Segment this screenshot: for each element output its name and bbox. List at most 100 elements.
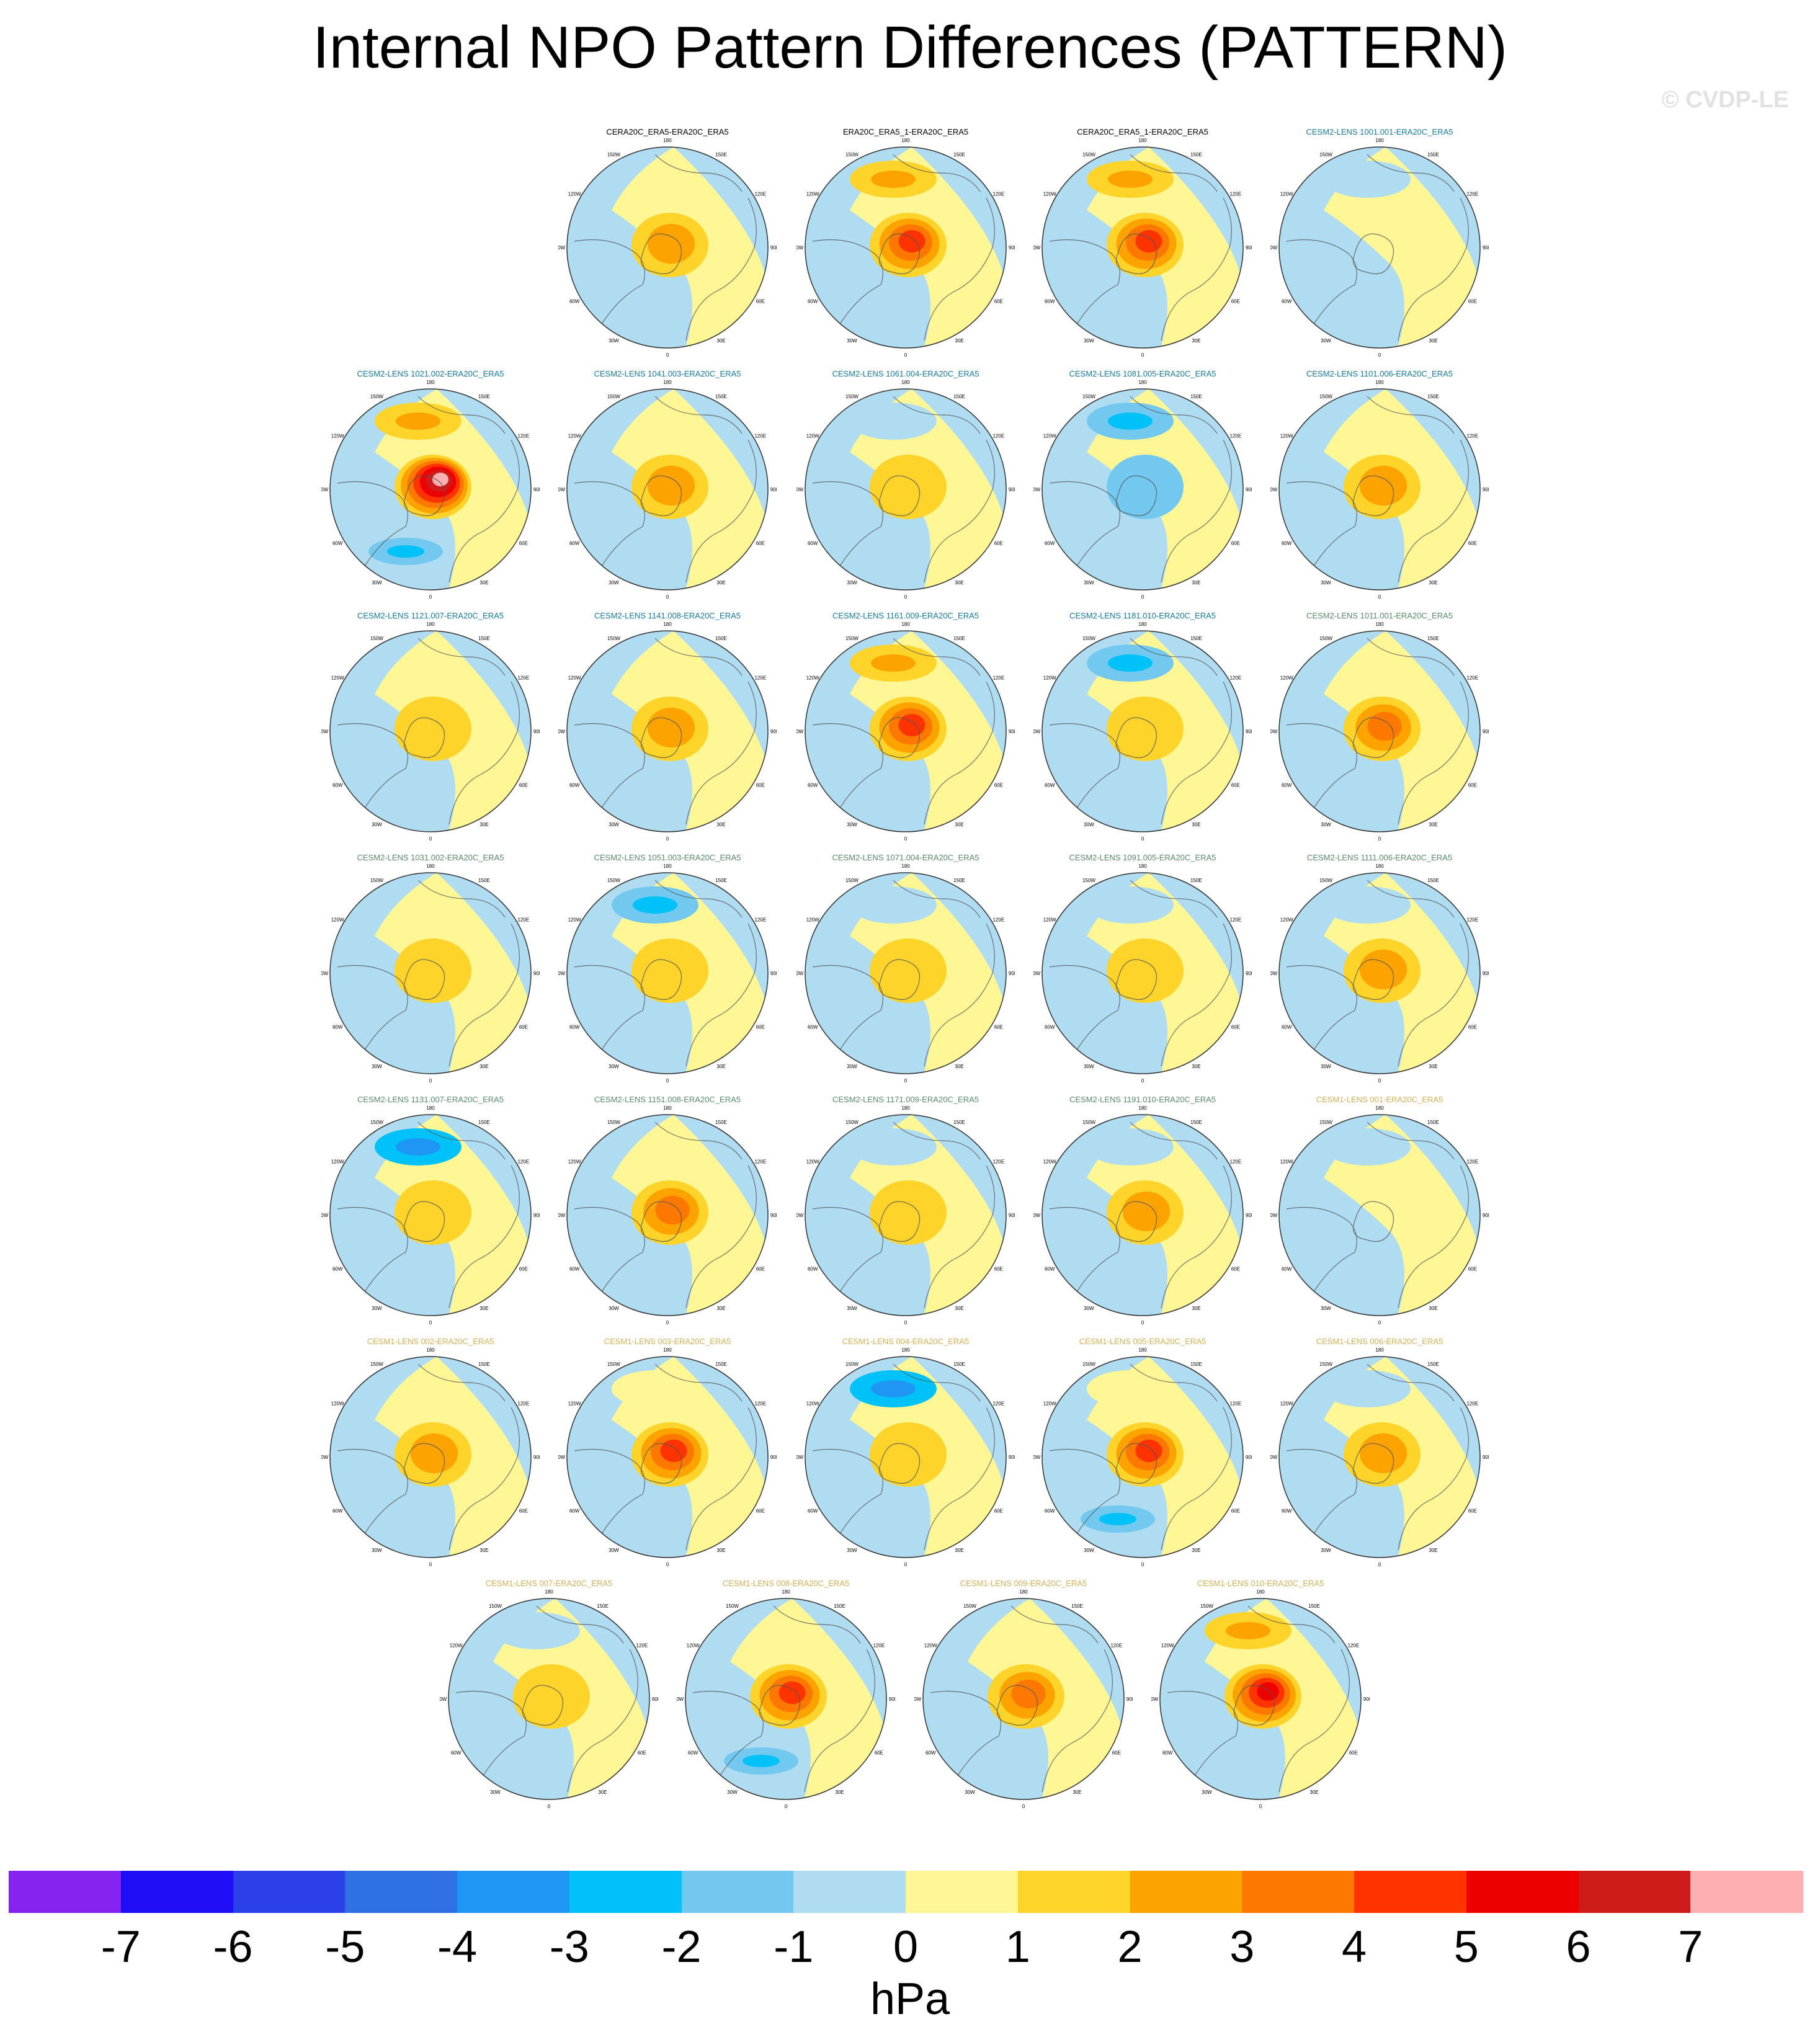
longitude-label: 120W	[1280, 434, 1293, 439]
longitude-label: 0	[548, 1804, 551, 1809]
polar-map: 180 150E 120E 90E 60E 30E 0 30W 60W 90W 120W 150W	[558, 622, 777, 842]
longitude-label: 120W	[568, 1401, 581, 1407]
arctic-anomaly-contour	[660, 1439, 687, 1463]
longitude-label: 90W	[1151, 1696, 1159, 1702]
pacific-anomaly	[850, 886, 937, 924]
longitude-label: 30E	[955, 580, 963, 586]
arctic-anomaly-contour	[1122, 1192, 1171, 1231]
longitude-label: 60E	[756, 1509, 765, 1514]
map-boundary	[566, 1114, 769, 1316]
longitude-label: 60E	[994, 1509, 1003, 1514]
longitude-label: 150W	[1082, 1362, 1095, 1367]
arctic-anomaly-contour	[655, 1195, 690, 1225]
longitude-label: 60W	[1282, 1025, 1292, 1030]
longitude-label: 180	[1375, 1347, 1384, 1353]
longitude-label: 90W	[677, 1696, 684, 1702]
longitude-label: 120E	[517, 675, 529, 681]
map-panel-title: CESM1-LENS 001-ERA20C_ERA5	[1316, 1095, 1443, 1104]
arctic-anomaly-contour	[513, 1664, 590, 1729]
polar-map: 180 150E 120E 90E 60E 30E 0 30W 60W 90W 120W 150W	[321, 863, 540, 1084]
longitude-label: 90W	[558, 245, 566, 251]
longitude-label: 60W	[569, 541, 580, 546]
longitude-label: 120E	[1347, 1643, 1359, 1649]
longitude-label: 30W	[847, 822, 857, 827]
map-panel: CERA20C_ERA5-ERA20C_ERA5 180 150E 120E 90E 60…	[558, 127, 777, 369]
longitude-label: 180	[901, 1105, 910, 1111]
colorbar-tick-label: 0	[893, 1922, 919, 1972]
longitude-label: 180	[1375, 622, 1384, 627]
longitude-label: 180	[1138, 1347, 1147, 1353]
arctic-anomaly-contour	[1367, 711, 1402, 741]
longitude-label: 180	[663, 1105, 672, 1111]
map-panel: CESM2-LENS 1131.007-ERA20C_ERA5 180 150E 12…	[321, 1095, 540, 1337]
atlantic-anomaly	[368, 1022, 443, 1049]
longitude-label: 90W	[321, 1455, 329, 1460]
longitude-label: 120W	[1043, 1159, 1056, 1165]
longitude-label: 90W	[1270, 487, 1278, 493]
longitude-label: 30E	[955, 1306, 963, 1311]
longitude-label: 90E	[770, 1455, 777, 1460]
longitude-label: 150E	[715, 152, 727, 158]
pacific-anomaly-core	[1108, 171, 1153, 188]
longitude-label: 60W	[569, 1025, 580, 1030]
map-panel: CESM2-LENS 1151.008-ERA20C_ERA5 180 150E 12…	[558, 1095, 777, 1337]
longitude-label: 150W	[1082, 394, 1095, 399]
polar-map: 180 150E 120E 90E 60E 30E 0 30W 60W 90W 120W 150W	[1033, 863, 1252, 1084]
longitude-label: 60E	[1231, 783, 1240, 788]
map-panel-title: CERA20C_ERA5-ERA20C_ERA5	[606, 127, 729, 136]
longitude-label: 30W	[1084, 1306, 1094, 1311]
pacific-anomaly-core	[396, 412, 440, 430]
atlantic-anomaly	[605, 780, 680, 807]
atlantic-anomaly	[961, 1747, 1036, 1775]
arctic-anomaly-contour	[410, 1433, 458, 1473]
longitude-label: 120W	[1043, 192, 1056, 197]
longitude-label: 60E	[1468, 1025, 1477, 1030]
pacific-anomaly	[612, 1370, 698, 1407]
longitude-label: 120E	[1229, 675, 1241, 681]
longitude-label: 90W	[1270, 1213, 1278, 1218]
longitude-label: 30E	[716, 338, 725, 344]
polar-map: 180 150E 120E 90E 60E 30E 0 30W 60W 90W 120W 150W	[558, 1347, 777, 1567]
longitude-label: 180	[1256, 1589, 1265, 1595]
coastlines	[337, 1121, 520, 1309]
coastlines	[1286, 1121, 1469, 1309]
longitude-label: 0	[1378, 352, 1381, 358]
map-panel-title: CESM1-LENS 004-ERA20C_ERA5	[842, 1337, 970, 1346]
longitude-label: 60W	[1045, 541, 1055, 546]
longitude-label: 60W	[332, 783, 343, 788]
longitude-label: 90W	[914, 1696, 922, 1702]
longitude-label: 120E	[517, 1159, 529, 1165]
pacific-anomaly-core	[1226, 1622, 1270, 1639]
longitude-label: 120E	[1466, 1401, 1478, 1407]
colorbar-box	[906, 1871, 1019, 1913]
longitude-label: 60E	[756, 1267, 765, 1272]
longitude-label: 30W	[372, 822, 382, 827]
longitude-label: 60E	[1231, 1267, 1240, 1272]
longitude-label: 120W	[331, 1159, 344, 1165]
longitude-label: 150E	[597, 1603, 609, 1609]
longitude-label: 120W	[568, 917, 581, 923]
map-panel: CESM2-LENS 1111.006-ERA20C_ERA5 180 150E 12…	[1270, 853, 1489, 1095]
map-panel-title: CESM1-LENS 009-ERA20C_ERA5	[960, 1579, 1087, 1588]
longitude-label: 30E	[1429, 580, 1437, 586]
map-boundary	[922, 1598, 1125, 1800]
longitude-label: 0	[1378, 594, 1381, 600]
longitude-label: 120E	[873, 1643, 885, 1649]
arctic-anomaly-contour	[647, 466, 695, 506]
pacific-anomaly	[1087, 886, 1174, 924]
polar-map: 180 150E 120E 90E 60E 30E 0 30W 60W 90W 120W 150W	[1270, 863, 1489, 1084]
polar-map: 180 150E 120E 90E 60E 30E 0 30W 60W 90W 120W 150W	[558, 138, 777, 358]
longitude-label: 120W	[331, 434, 344, 439]
longitude-label: 60W	[1045, 1509, 1055, 1514]
coastlines	[812, 396, 995, 583]
map-boundary	[1278, 388, 1481, 591]
arctic-anomaly-contour	[395, 697, 471, 761]
coastlines	[812, 1363, 995, 1551]
longitude-label: 60W	[926, 1750, 936, 1756]
map-panel-title: CESM2-LENS 1111.006-ERA20C_ERA5	[1306, 853, 1453, 862]
longitude-label: 120E	[754, 917, 766, 923]
longitude-label: 90W	[1270, 971, 1278, 976]
